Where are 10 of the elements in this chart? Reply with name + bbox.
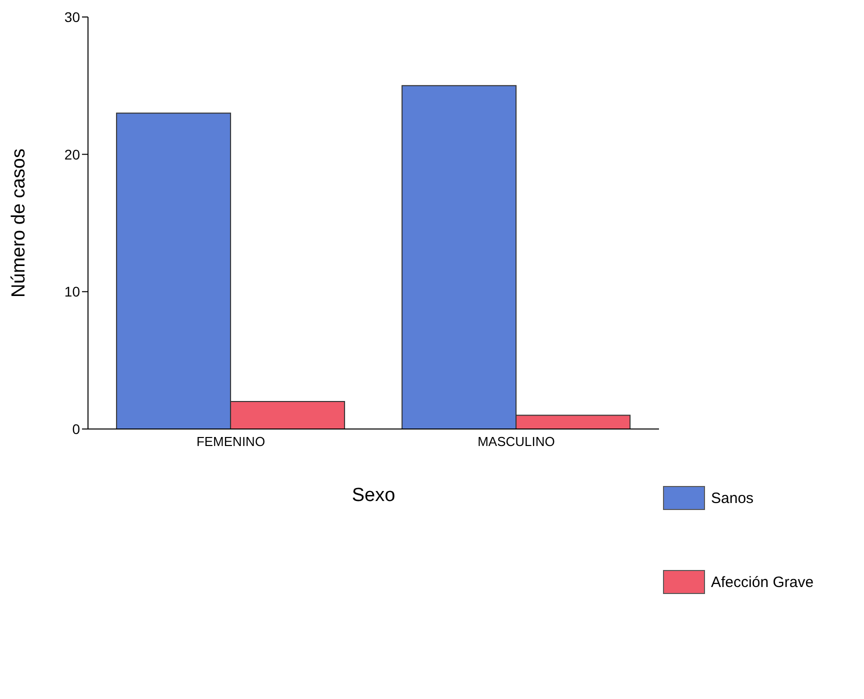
x-tick-label: FEMENINO: [196, 434, 266, 450]
y-tick-label: 0: [72, 420, 80, 437]
legend-label: Sanos: [711, 490, 754, 506]
legend-label: Afección Grave: [711, 574, 814, 590]
x-tick-label: MASCULINO: [478, 434, 555, 450]
x-axis-title: Sexo: [352, 485, 396, 506]
y-tick-label: 30: [64, 8, 80, 25]
y-axis-title: Número de casos: [8, 148, 30, 298]
y-tick-label: 10: [64, 284, 80, 300]
y-tick-label: 20: [64, 146, 80, 162]
